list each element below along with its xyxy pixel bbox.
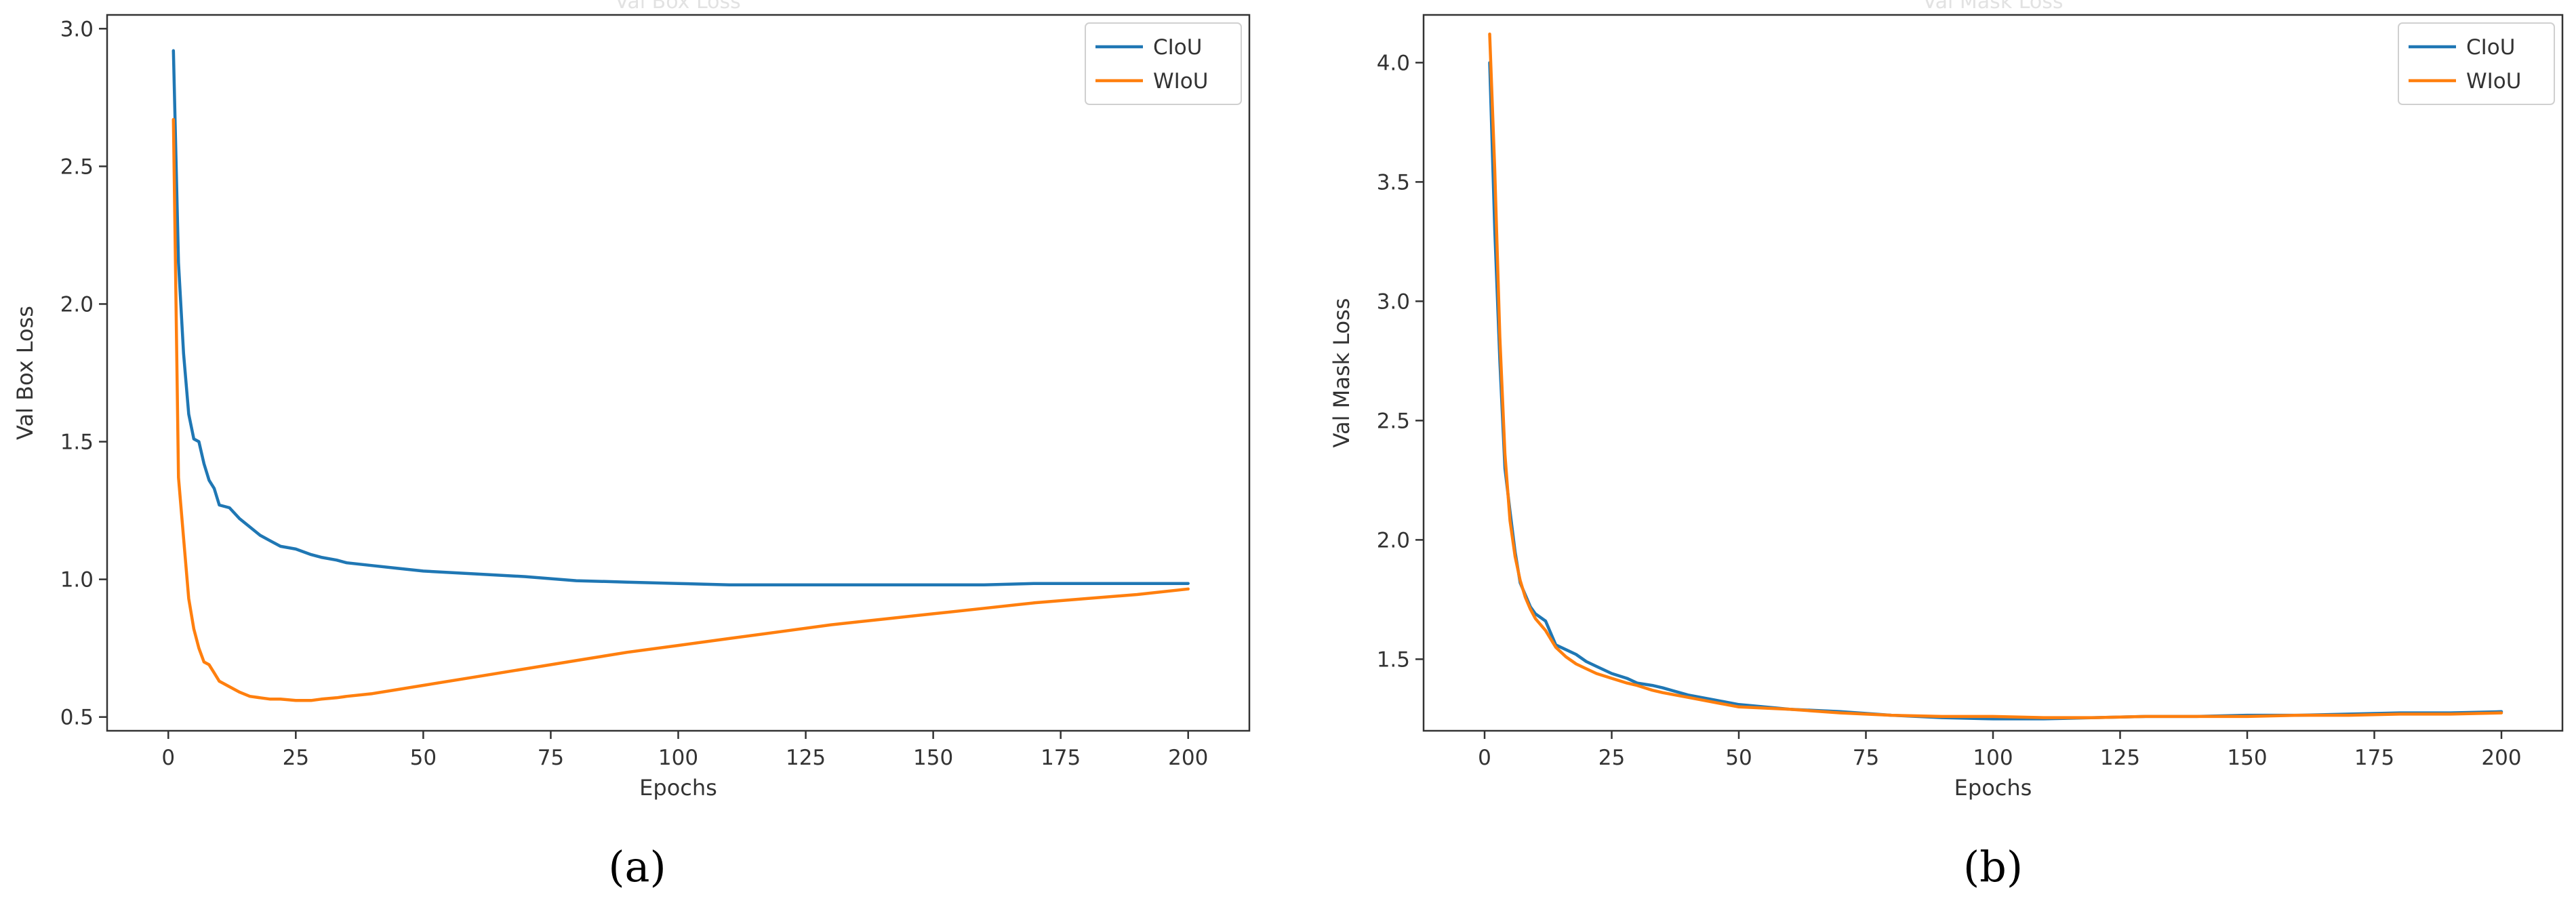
legend: CIoU WIoU — [1085, 22, 1242, 105]
x-tick-label: 125 — [2100, 746, 2140, 770]
x-tick-label: 50 — [1725, 746, 1752, 770]
series-line-ciou — [172, 49, 1190, 586]
y-axis-label: Val Box Loss — [12, 306, 38, 440]
x-tick-label: 175 — [2354, 746, 2394, 770]
legend-label: CIoU — [1153, 35, 1202, 60]
x-tick-label: 200 — [2481, 746, 2521, 770]
y-tick-label: 4.0 — [1377, 51, 1410, 75]
chart-title: Val Mask Loss — [1923, 0, 2063, 14]
legend-box — [2398, 22, 2555, 105]
x-tick-label: 75 — [538, 746, 564, 770]
y-tick-label: 2.0 — [60, 292, 94, 317]
y-tick-label: 0.5 — [60, 706, 94, 730]
x-tick-label: 0 — [161, 746, 175, 770]
chart-title: Val Box Loss — [615, 0, 741, 14]
x-tick-label: 25 — [1598, 746, 1625, 770]
y-tick-label: 2.5 — [60, 155, 94, 179]
x-tick-label: 100 — [658, 746, 698, 770]
x-tick-label: 150 — [913, 746, 953, 770]
legend-label: WIoU — [2466, 69, 2521, 94]
series-line-wiou — [1488, 32, 2503, 719]
x-tick-label: 75 — [1853, 746, 1879, 770]
plot-frame — [1422, 14, 2564, 732]
series-line-ciou — [1488, 61, 2503, 721]
legend: CIoU WIoU — [2398, 22, 2555, 105]
y-tick-label: 2.5 — [1377, 409, 1410, 433]
y-tick-label: 3.0 — [60, 17, 94, 41]
x-tick-label: 125 — [786, 746, 826, 770]
x-tick-label: 25 — [283, 746, 309, 770]
y-tick-label: 3.5 — [1377, 170, 1410, 195]
legend-box — [1085, 22, 1242, 105]
x-tick-label: 0 — [1478, 746, 1491, 770]
y-tick-label: 1.5 — [60, 430, 94, 455]
legend-label: WIoU — [1153, 69, 1208, 94]
panel-label: (b) — [1963, 842, 2023, 891]
x-tick-label: 200 — [1168, 746, 1208, 770]
legend-label: CIoU — [2466, 35, 2515, 60]
x-tick-label: 150 — [2227, 746, 2267, 770]
chart-val-mask-loss: Val Mask Loss 0 25 50 75 100 125 150 175 200 1.5 2.… — [1329, 0, 2564, 891]
chart-val-box-loss: Val Box Loss 0 25 50 75 100 125 150 175 200 0.5 1.0… — [12, 0, 1251, 891]
y-tick-label: 1.5 — [1377, 647, 1410, 672]
y-tick-label: 3.0 — [1377, 289, 1410, 314]
x-axis-label: Epochs — [1954, 775, 2032, 801]
y-tick-label: 2.0 — [1377, 528, 1410, 552]
x-axis-label: Epochs — [639, 775, 717, 801]
series-line-wiou — [172, 118, 1190, 702]
plot-frame — [106, 14, 1251, 732]
y-axis-label: Val Mask Loss — [1329, 298, 1354, 448]
x-tick-label: 175 — [1041, 746, 1081, 770]
y-tick-label: 1.0 — [60, 568, 94, 592]
x-tick-label: 50 — [410, 746, 437, 770]
x-tick-label: 100 — [1973, 746, 2013, 770]
panel-label: (a) — [608, 842, 666, 891]
